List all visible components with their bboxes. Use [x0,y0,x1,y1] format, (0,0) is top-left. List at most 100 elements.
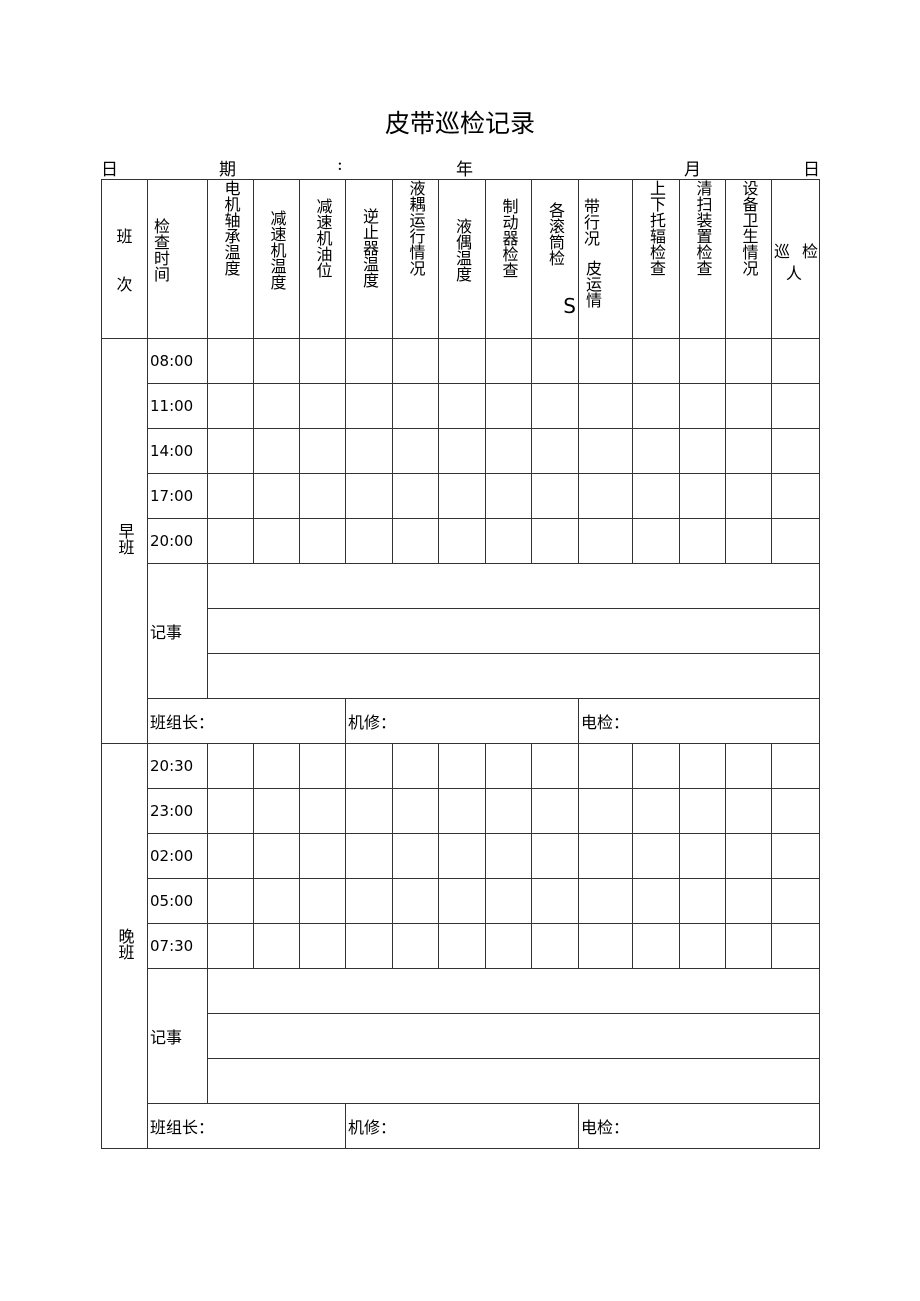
record-cell[interactable] [679,833,726,879]
record-cell[interactable] [771,743,820,789]
record-cell[interactable] [299,743,346,789]
record-cell[interactable] [679,743,726,789]
record-cell[interactable] [679,428,726,474]
record-cell[interactable] [253,383,300,429]
record-cell[interactable] [725,878,772,924]
record-cell[interactable] [253,788,300,834]
record-cell[interactable] [771,338,820,384]
record-cell[interactable] [725,743,772,789]
record-cell[interactable] [632,518,680,564]
record-cell[interactable] [531,338,579,384]
record-cell[interactable] [299,833,346,879]
record-cell[interactable] [438,743,486,789]
record-cell[interactable] [438,383,486,429]
record-cell[interactable] [771,788,820,834]
record-cell[interactable] [299,383,346,429]
record-cell[interactable] [771,473,820,519]
record-cell[interactable] [299,428,346,474]
record-cell[interactable] [207,518,254,564]
record-cell[interactable] [392,788,439,834]
record-cell[interactable] [771,383,820,429]
record-cell[interactable] [345,473,393,519]
record-cell[interactable] [632,743,680,789]
record-cell[interactable] [253,743,300,789]
record-cell[interactable] [345,833,393,879]
record-cell[interactable] [392,383,439,429]
record-cell[interactable] [485,428,532,474]
record-cell[interactable] [207,338,254,384]
record-cell[interactable] [253,473,300,519]
record-cell[interactable] [345,383,393,429]
record-cell[interactable] [345,743,393,789]
record-cell[interactable] [392,428,439,474]
record-cell[interactable] [299,878,346,924]
record-cell[interactable] [725,518,772,564]
record-cell[interactable] [632,923,680,969]
record-cell[interactable] [207,383,254,429]
record-cell[interactable] [392,833,439,879]
record-cell[interactable] [578,338,633,384]
record-cell[interactable] [531,473,579,519]
record-cell[interactable] [438,518,486,564]
record-cell[interactable] [485,383,532,429]
record-cell[interactable] [725,338,772,384]
record-cell[interactable] [299,923,346,969]
record-cell[interactable] [531,833,579,879]
record-cell[interactable] [531,743,579,789]
record-cell[interactable] [485,923,532,969]
record-cell[interactable] [392,743,439,789]
notes-line[interactable] [207,1013,820,1059]
record-cell[interactable] [578,383,633,429]
record-cell[interactable] [725,383,772,429]
record-cell[interactable] [299,473,346,519]
record-cell[interactable] [632,383,680,429]
notes-line[interactable] [207,968,820,1014]
record-cell[interactable] [632,338,680,384]
record-cell[interactable] [207,743,254,789]
record-cell[interactable] [485,338,532,384]
record-cell[interactable] [438,428,486,474]
record-cell[interactable] [485,518,532,564]
record-cell[interactable] [725,788,772,834]
year-label[interactable]: 年 [456,160,473,180]
record-cell[interactable] [578,923,633,969]
record-cell[interactable] [299,338,346,384]
record-cell[interactable] [392,878,439,924]
record-cell[interactable] [253,878,300,924]
record-cell[interactable] [531,428,579,474]
record-cell[interactable] [253,923,300,969]
notes-line[interactable] [207,653,820,699]
record-cell[interactable] [485,788,532,834]
record-cell[interactable] [679,788,726,834]
record-cell[interactable] [485,878,532,924]
record-cell[interactable] [485,743,532,789]
record-cell[interactable] [578,833,633,879]
record-cell[interactable] [345,923,393,969]
record-cell[interactable] [392,518,439,564]
record-cell[interactable] [725,923,772,969]
mechanic-field[interactable]: 机修： [345,1103,579,1149]
month-label[interactable]: 月 [684,160,701,180]
record-cell[interactable] [531,878,579,924]
record-cell[interactable] [438,788,486,834]
team-leader-field[interactable]: 班组长： [147,1103,346,1149]
electrician-field[interactable]: 电检： [578,1103,820,1149]
record-cell[interactable] [207,878,254,924]
record-cell[interactable] [725,428,772,474]
record-cell[interactable] [531,788,579,834]
record-cell[interactable] [632,788,680,834]
record-cell[interactable] [392,338,439,384]
record-cell[interactable] [725,833,772,879]
record-cell[interactable] [679,878,726,924]
record-cell[interactable] [578,878,633,924]
record-cell[interactable] [771,923,820,969]
record-cell[interactable] [392,473,439,519]
record-cell[interactable] [438,833,486,879]
record-cell[interactable] [438,338,486,384]
notes-line[interactable] [207,1058,820,1104]
record-cell[interactable] [345,878,393,924]
record-cell[interactable] [632,878,680,924]
record-cell[interactable] [771,878,820,924]
record-cell[interactable] [345,788,393,834]
record-cell[interactable] [253,518,300,564]
